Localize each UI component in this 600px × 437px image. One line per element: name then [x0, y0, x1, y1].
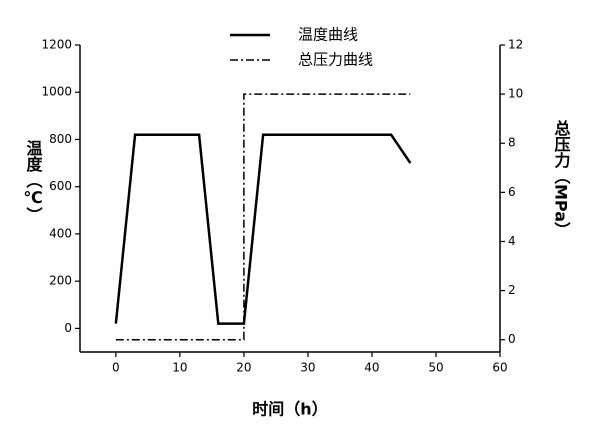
x-tick-label: 60 — [492, 361, 507, 375]
x-tick-label: 50 — [428, 361, 443, 375]
x-tick-label: 30 — [300, 361, 315, 375]
legend-label: 温度曲线 — [298, 26, 358, 44]
y-tick-label: 1000 — [41, 85, 72, 99]
y2-tick-label: 12 — [508, 38, 523, 52]
x-axis-label: 时间（h） — [252, 400, 327, 419]
y2-tick-label: 4 — [508, 234, 516, 248]
y2-tick-label: 2 — [508, 283, 516, 297]
x-tick-label: 10 — [172, 361, 187, 375]
y-tick-label: 1200 — [41, 38, 72, 52]
y-tick-label: 200 — [49, 274, 72, 288]
x-tick-label: 40 — [364, 361, 379, 375]
y-tick-label: 600 — [49, 179, 72, 193]
x-tick-label: 0 — [112, 361, 120, 375]
line — [115, 93, 411, 341]
legend-label: 总压力曲线 — [298, 51, 373, 69]
y2-tick-label: 10 — [508, 87, 523, 101]
y2-tick-label: 0 — [508, 332, 516, 346]
x-tick-label: 20 — [236, 361, 251, 375]
y2-tick-label: 6 — [508, 185, 516, 199]
y-tick-label: 0 — [64, 321, 72, 335]
y-tick-label: 800 — [49, 132, 72, 146]
y-tick-label: 400 — [49, 226, 72, 240]
y2-tick-label: 8 — [508, 136, 516, 150]
line — [114, 133, 412, 325]
y-axis-label: 温度（℃） — [23, 140, 43, 223]
y2-axis-label: 总压力（MPa） — [552, 119, 571, 238]
